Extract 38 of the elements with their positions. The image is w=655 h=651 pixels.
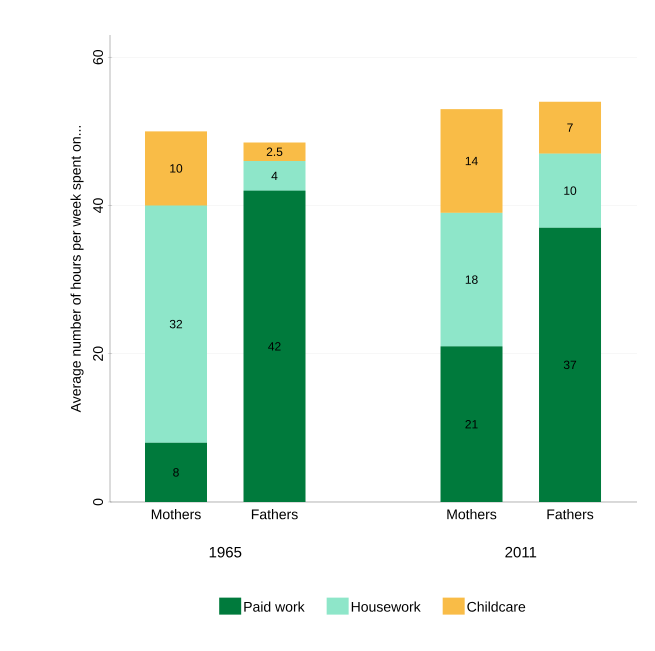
y-tick-label: 40 <box>93 198 104 213</box>
data-label: 14 <box>466 156 478 166</box>
data-label: 8 <box>173 468 179 477</box>
data-label: 2.5 <box>266 148 282 156</box>
y-tick-label: 0 <box>93 498 104 506</box>
bar <box>539 228 602 502</box>
y-tick-label: 20 <box>93 346 104 361</box>
legend-label: Paid work <box>244 601 305 612</box>
text: 1965 <box>210 546 242 558</box>
bar <box>539 102 602 154</box>
data-label: 21 <box>465 420 478 428</box>
x-tick-label: Fathers <box>547 509 594 520</box>
bar <box>244 142 306 162</box>
data-label: 7 <box>567 124 573 132</box>
bar <box>244 161 306 191</box>
x-tick-label: Mothers <box>447 509 496 520</box>
x-tick-label: Fathers <box>252 509 298 520</box>
data-label: 18 <box>466 275 478 284</box>
data-label: 4 <box>271 172 278 180</box>
x-tick-label: Mothers <box>152 509 201 520</box>
bar <box>145 131 207 206</box>
bar <box>440 212 503 346</box>
data-label: 37 <box>564 360 576 370</box>
bar <box>440 109 503 213</box>
bar <box>539 154 602 228</box>
bar <box>244 190 306 502</box>
bar <box>145 442 207 502</box>
bar <box>440 346 503 502</box>
y-tick-label: 60 <box>93 50 104 64</box>
legend-label: Housework <box>352 601 421 612</box>
text: 2011 <box>505 546 536 558</box>
data-label: 32 <box>170 320 182 328</box>
data-label: 42 <box>268 342 281 351</box>
data-label: 10 <box>564 186 576 195</box>
y-axis-title: Average number of hours per week spent on... <box>70 126 84 412</box>
bar <box>145 205 207 443</box>
data-label: 10 <box>170 164 182 173</box>
legend-label: Childcare <box>467 601 526 612</box>
